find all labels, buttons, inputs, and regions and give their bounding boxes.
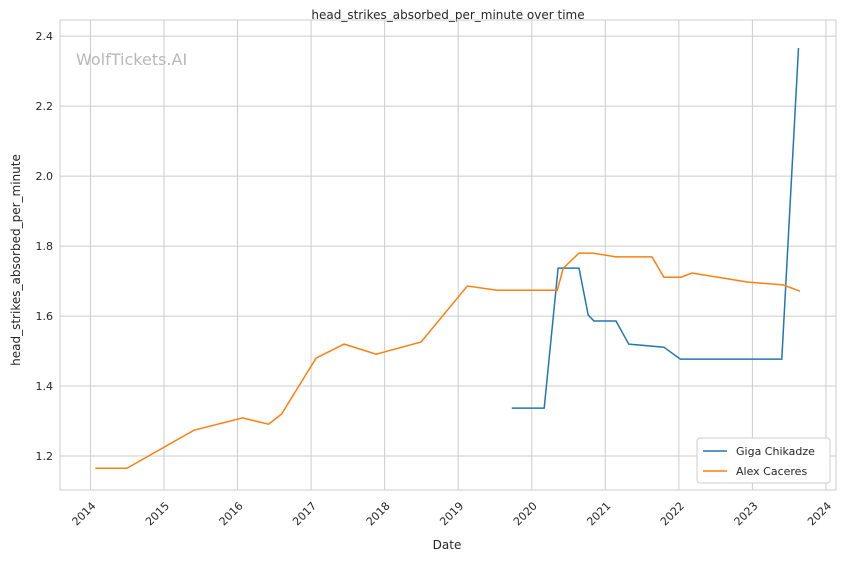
series-lines [95, 47, 801, 470]
x-tick-label: 2021 [584, 499, 613, 528]
watermark: WolfTickets.AI [76, 50, 187, 69]
y-tick-label: 1.2 [36, 450, 54, 463]
x-tick-label: 2019 [437, 499, 466, 528]
grid [60, 20, 836, 490]
chart-title: head_strikes_absorbed_per_minute over ti… [311, 8, 584, 22]
x-tick-label: 2018 [364, 499, 393, 528]
y-tick-label: 1.8 [36, 240, 54, 253]
x-axis-label: Date [433, 538, 462, 552]
legend-label-giga: Giga Chikadze [736, 445, 815, 458]
x-tick-label: 2016 [217, 499, 246, 528]
series-line-alex-caceres [95, 252, 801, 470]
y-tick-label: 2.0 [36, 170, 54, 183]
legend: Giga Chikadze Alex Caceres [696, 437, 831, 484]
x-tick-label: 2015 [143, 499, 172, 528]
y-tick-label: 1.4 [36, 380, 54, 393]
x-tick-label: 2020 [511, 499, 540, 528]
y-tick-label: 2.2 [36, 100, 54, 113]
x-tick-label: 2023 [732, 499, 761, 528]
y-tick-label: 2.4 [36, 30, 54, 43]
x-tick-label: 2022 [658, 499, 687, 528]
y-axis-label: head_strikes_absorbed_per_minute [9, 154, 23, 366]
x-tick-label: 2024 [805, 499, 834, 528]
series-line-giga-chikadze [511, 47, 800, 409]
y-tick-label: 1.6 [36, 310, 54, 323]
x-tick-label: 2017 [290, 499, 319, 528]
x-tick-label: 2014 [70, 499, 99, 528]
plot-frame [59, 19, 837, 491]
legend-label-alex: Alex Caceres [736, 465, 807, 478]
